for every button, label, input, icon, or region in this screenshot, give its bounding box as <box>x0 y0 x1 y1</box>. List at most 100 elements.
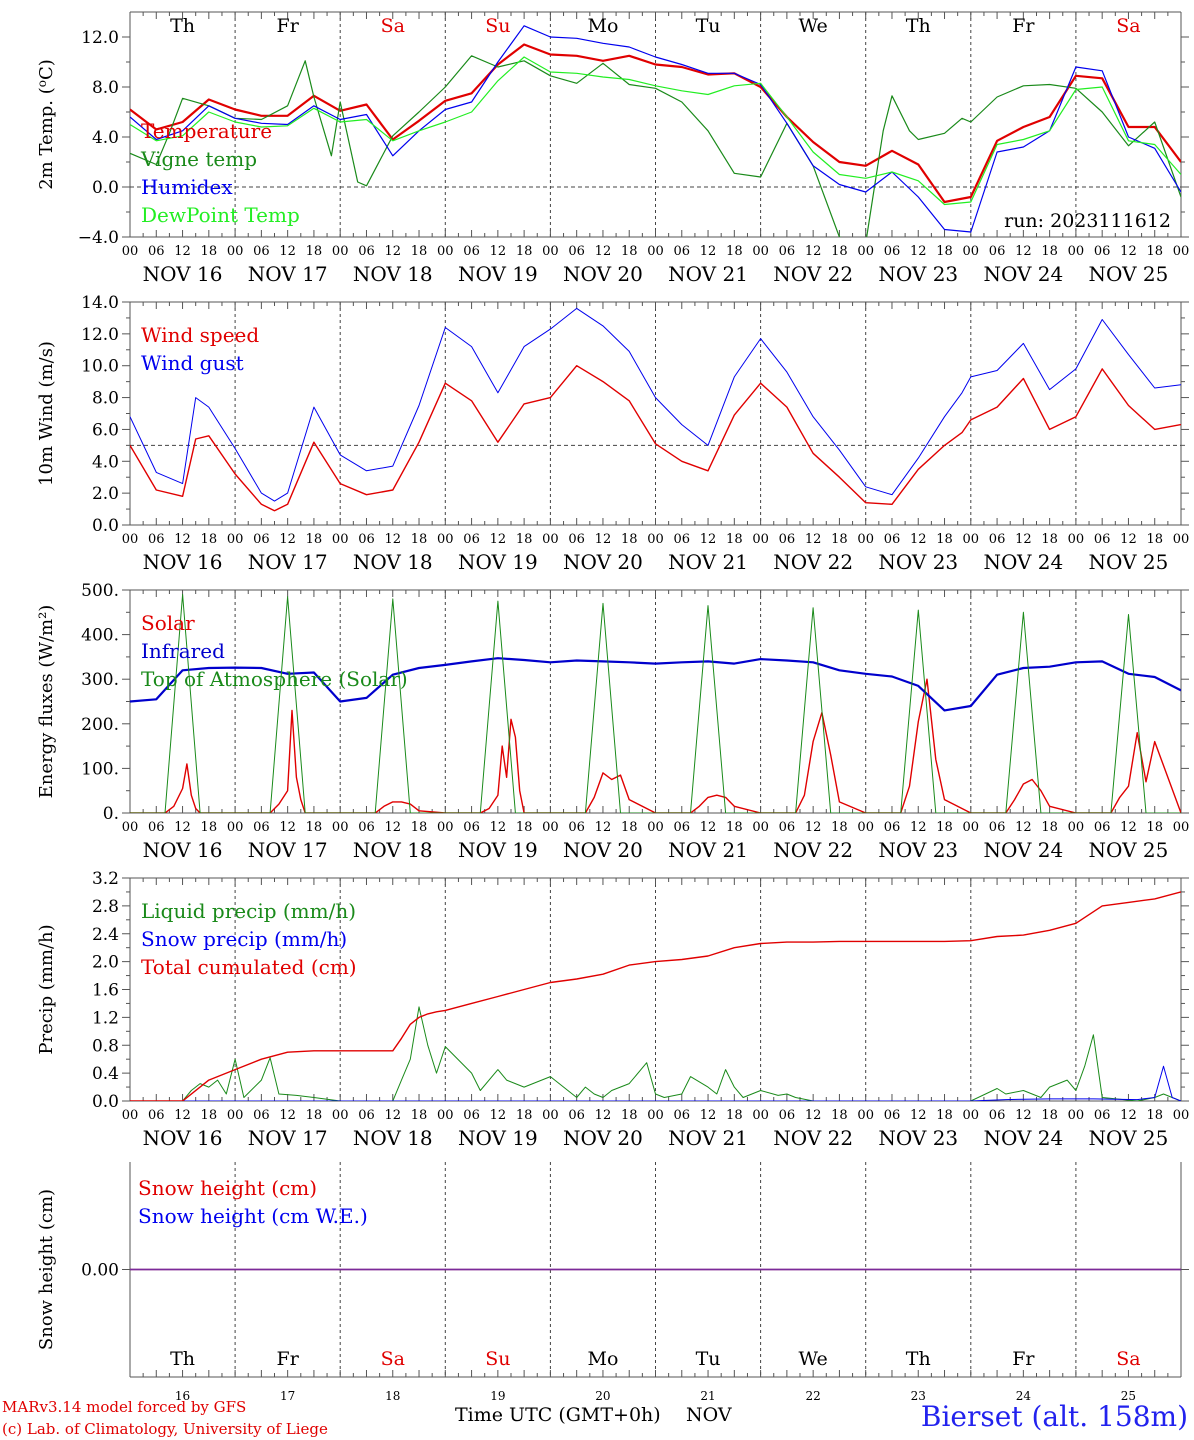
y-tick-label: −4.0 <box>78 228 119 248</box>
hour-tick-label: 12 <box>384 820 401 835</box>
hour-tick-label: 00 <box>437 244 454 259</box>
hour-tick-label: 06 <box>674 532 691 547</box>
legend-entry: Snow precip (mm/h) <box>141 927 347 951</box>
weekday-label: Sa <box>381 1348 405 1370</box>
hour-tick-label: 00 <box>1173 532 1190 547</box>
hour-tick-label: 06 <box>253 1108 270 1123</box>
date-label: NOV 23 <box>878 550 958 574</box>
date-label: NOV 20 <box>563 550 643 574</box>
hour-tick-label: 06 <box>568 1108 585 1123</box>
date-label: NOV 17 <box>248 262 328 286</box>
hour-tick-label: 18 <box>621 532 638 547</box>
y-axis-title: 2m Temp. (oC) <box>35 59 57 190</box>
hour-tick-label: 12 <box>910 1108 927 1123</box>
y-tick-label: 2.0 <box>92 953 119 973</box>
hour-tick-label: 00 <box>857 1108 874 1123</box>
hour-tick-label: 00 <box>227 532 244 547</box>
hour-tick-label: 00 <box>857 820 874 835</box>
hour-tick-label: 06 <box>568 244 585 259</box>
y-tick-label: 300. <box>81 670 119 690</box>
hour-tick-label: 06 <box>148 244 165 259</box>
date-label: NOV 17 <box>248 1126 328 1150</box>
hour-tick-label: 00 <box>227 244 244 259</box>
date-label: NOV 19 <box>458 1126 538 1150</box>
hour-tick-label: 12 <box>595 244 612 259</box>
hour-tick-label: 12 <box>279 244 296 259</box>
hour-tick-label: 18 <box>516 532 533 547</box>
hour-tick-label: 12 <box>384 532 401 547</box>
weekday-label: Sa <box>1116 1348 1140 1370</box>
hour-tick-label: 06 <box>989 244 1006 259</box>
date-label: NOV 21 <box>668 838 748 862</box>
hour-tick-label: 12 <box>1015 1108 1032 1123</box>
hour-tick-label: 06 <box>148 820 165 835</box>
hour-tick-label: 00 <box>122 244 139 259</box>
hour-tick-label: 06 <box>1094 1108 1111 1123</box>
date-label: NOV 25 <box>1089 838 1169 862</box>
day-number-label: 17 <box>280 1389 295 1403</box>
hour-tick-label: 00 <box>332 820 349 835</box>
y-tick-label: 0.8 <box>92 1036 119 1056</box>
hour-tick-label: 18 <box>306 820 323 835</box>
hour-tick-label: 06 <box>884 532 901 547</box>
series-line-temperature <box>130 43 1181 204</box>
hour-tick-label: 12 <box>910 244 927 259</box>
weekday-label: Mo <box>587 15 618 37</box>
weekday-label: We <box>799 15 828 37</box>
hour-tick-label: 12 <box>174 244 191 259</box>
hour-tick-label: 00 <box>437 820 454 835</box>
day-number-label: 25 <box>1121 1389 1136 1403</box>
date-label: NOV 16 <box>143 1126 223 1150</box>
legend-entry: Solar <box>141 611 195 635</box>
hour-tick-label: 00 <box>963 244 980 259</box>
hour-tick-label: 00 <box>542 244 559 259</box>
date-label: NOV 24 <box>983 1126 1063 1150</box>
hour-tick-label: 00 <box>122 820 139 835</box>
hour-tick-label: 12 <box>910 820 927 835</box>
day-number-label: 23 <box>911 1389 926 1403</box>
station-name: Bierset (alt. 158m) <box>920 1400 1188 1433</box>
legend-entry: Snow height (cm) <box>138 1176 317 1200</box>
hour-tick-label: 18 <box>936 1108 953 1123</box>
date-label: NOV 16 <box>143 262 223 286</box>
legend-entry: Wind gust <box>141 351 244 375</box>
hour-tick-label: 06 <box>779 244 796 259</box>
hour-tick-label: 00 <box>542 1108 559 1123</box>
hour-tick-label: 18 <box>306 244 323 259</box>
hour-tick-label: 18 <box>516 1108 533 1123</box>
date-label: NOV 19 <box>458 838 538 862</box>
y-tick-label: 0.0 <box>92 1092 119 1112</box>
hour-tick-label: 06 <box>253 244 270 259</box>
legend-entry: Humidex <box>141 175 233 199</box>
hour-tick-label: 12 <box>805 244 822 259</box>
y-axis-title: 10m Wind (m/s) <box>36 341 57 486</box>
hour-tick-label: 12 <box>595 532 612 547</box>
degree-sign: o <box>35 80 49 87</box>
y-tick-label: 2.4 <box>92 925 119 945</box>
hour-tick-label: 18 <box>201 532 218 547</box>
y-tick-label: 0.0 <box>92 178 119 198</box>
panel-5: 0.00 Snow height (cm) Th Fr Sa Su Mo Tu We Th Fr Sa… <box>36 1162 1189 1403</box>
date-label: NOV 21 <box>668 550 748 574</box>
day-number-label: 16 <box>175 1389 190 1403</box>
y-tick-label: 2.8 <box>92 897 119 917</box>
hour-tick-label: 18 <box>621 244 638 259</box>
hour-tick-label: 18 <box>831 244 848 259</box>
hour-tick-label: 18 <box>411 1108 428 1123</box>
hour-tick-label: 12 <box>174 820 191 835</box>
series-line-snow-precip-mm-h <box>130 1065 1181 1101</box>
hour-tick-label: 00 <box>1173 820 1190 835</box>
legend-entry: DewPoint Temp <box>141 203 300 227</box>
date-label: NOV 24 <box>983 838 1063 862</box>
hour-tick-label: 12 <box>279 532 296 547</box>
series-line-vigne-temp <box>130 55 1181 237</box>
date-label: NOV 19 <box>458 262 538 286</box>
date-label: NOV 24 <box>983 262 1063 286</box>
hour-tick-label: 06 <box>358 244 375 259</box>
y-axis-title: Precip (mm/h) <box>36 924 57 1054</box>
hour-tick-label: 18 <box>726 532 743 547</box>
date-label: NOV 20 <box>563 838 643 862</box>
hour-tick-label: 06 <box>779 820 796 835</box>
hour-tick-label: 06 <box>1094 532 1111 547</box>
